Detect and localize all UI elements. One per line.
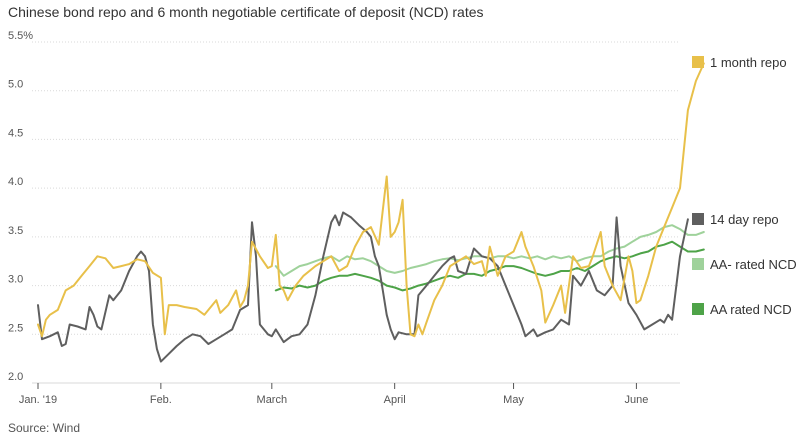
legend-label-aa-rated-ncd: AA- rated NCD [710,257,797,272]
x-tick-label: June [624,394,648,406]
x-tick-label: Feb. [150,394,172,406]
legend-swatch-aa-rated-ncd [692,258,704,270]
chart-source: Source: Wind [8,421,81,435]
series-line-14-day-repo [37,211,689,363]
y-axis-ticks: 2.0 2.5 3.0 3.5 4.0 4.5 5.0 5.5% [8,30,33,383]
y-tick-label: 3.5 [8,225,23,237]
y-tick-label: 4.0 [8,176,23,188]
x-tick-label: March [257,394,288,406]
x-tick-label: May [503,394,524,406]
legend: 1 month repo 14 day repo AA- rated NCD AA r… [692,55,797,317]
y-tick-label: 5.0 [8,79,23,91]
legend-label-1-month-repo: 1 month repo [710,55,787,70]
legend-label-14-day-repo: 14 day repo [710,212,779,227]
y-tick-label: 5.5% [8,30,33,42]
y-tick-label: 2.0 [8,371,23,383]
legend-swatch-aa-rated-ncd [692,303,704,315]
x-tick-label: Jan. '19 [19,394,57,406]
legend-label-aa-rated-ncd: AA rated NCD [710,302,792,317]
y-tick-label: 2.5 [8,322,23,334]
x-tick-label: April [384,394,406,406]
series-line-1-month-repo [37,62,705,338]
y-tick-label: 4.5 [8,127,23,139]
chart-title: Chinese bond repo and 6 month negotiable… [8,4,484,20]
x-axis-ticks: Jan. '19 Feb. March April May June [19,383,648,406]
series-line-aa-rated-ncd [274,240,705,292]
y-tick-label: 3.0 [8,274,23,286]
legend-swatch-1-month-repo [692,56,704,68]
gridlines [32,41,680,384]
legend-swatch-14-day-repo [692,213,704,225]
series-lines [37,62,705,363]
